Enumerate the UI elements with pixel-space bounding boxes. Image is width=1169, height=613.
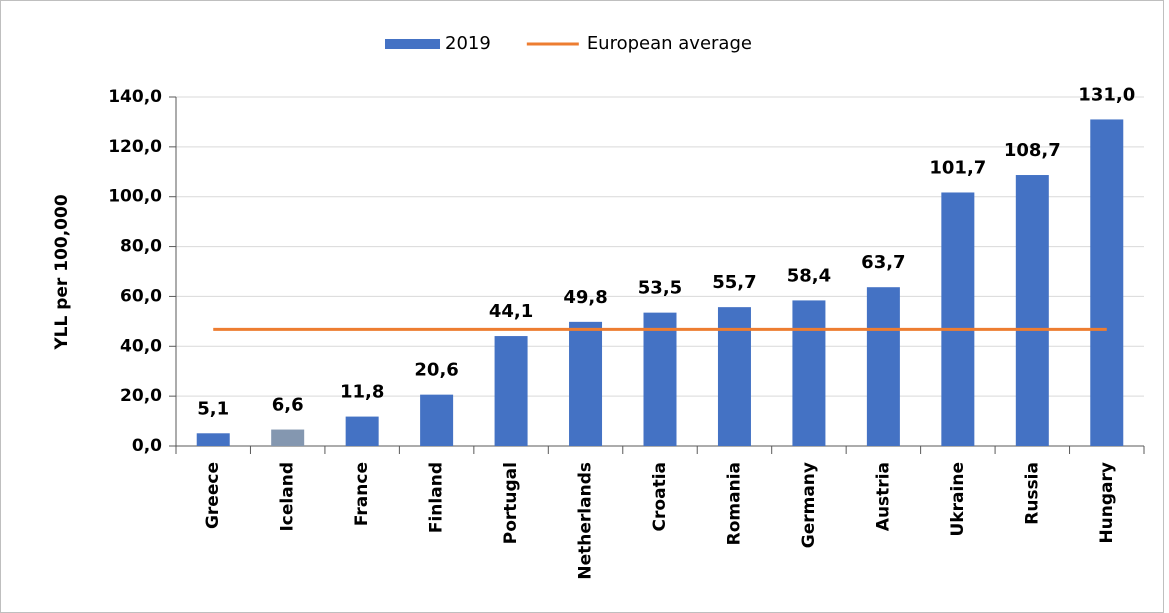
value-label: 20,6 xyxy=(414,360,458,381)
y-tick-label: 60,0 xyxy=(120,286,162,306)
value-label: 58,4 xyxy=(787,265,831,286)
x-tick-label: Iceland xyxy=(278,462,298,532)
x-tick-label: Romania xyxy=(724,462,744,545)
value-label: 44,1 xyxy=(489,301,533,322)
value-label: 101,7 xyxy=(929,157,986,178)
legend-swatch xyxy=(385,39,440,49)
x-tick-label: Hungary xyxy=(1097,462,1117,544)
value-label: 53,5 xyxy=(638,278,682,299)
value-label: 63,7 xyxy=(861,252,905,273)
x-tick-label: Russia xyxy=(1022,462,1042,525)
x-tick-label: Netherlands xyxy=(576,462,596,580)
value-label: 11,8 xyxy=(340,382,384,403)
value-label: 6,6 xyxy=(272,395,304,416)
bar xyxy=(345,416,379,446)
x-tick-label: France xyxy=(352,462,372,526)
bar xyxy=(866,287,900,446)
bar xyxy=(569,321,603,446)
value-label: 49,8 xyxy=(563,287,607,308)
x-tick-label: Greece xyxy=(203,462,223,529)
y-axis-label: YLL per 100,000 xyxy=(52,194,72,350)
legend-label: 2019 xyxy=(445,33,491,54)
bar xyxy=(420,394,454,446)
bar xyxy=(1090,119,1124,446)
value-label: 5,1 xyxy=(197,398,229,419)
x-tick-label: Finland xyxy=(427,462,447,533)
x-tick-label: Ukraine xyxy=(948,462,968,536)
y-tick-label: 140,0 xyxy=(108,87,162,107)
y-tick-label: 80,0 xyxy=(120,237,162,257)
x-tick-label: Austria xyxy=(873,462,893,531)
bar xyxy=(1015,175,1049,446)
bar xyxy=(643,312,677,446)
bar xyxy=(271,429,305,446)
bar xyxy=(494,336,528,446)
legend-label: European average xyxy=(587,33,752,54)
y-tick-label: 120,0 xyxy=(108,137,162,157)
bar xyxy=(196,433,230,446)
value-label: 108,7 xyxy=(1004,140,1061,161)
value-label: 131,0 xyxy=(1078,84,1135,105)
y-tick-label: 20,0 xyxy=(120,386,162,406)
bar xyxy=(941,192,975,446)
y-tick-label: 40,0 xyxy=(120,336,162,356)
y-tick-label: 100,0 xyxy=(108,187,162,207)
value-label: 55,7 xyxy=(712,272,756,293)
bar xyxy=(792,300,826,446)
x-tick-label: Germany xyxy=(799,462,819,548)
x-tick-label: Croatia xyxy=(650,462,670,531)
x-tick-label: Portugal xyxy=(501,462,521,544)
y-tick-label: 0,0 xyxy=(132,436,162,456)
